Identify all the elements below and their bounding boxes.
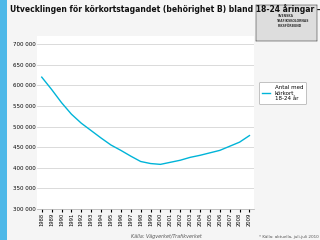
Antal med
körkort
18-24 år (218, 149, 222, 152)
Line: Antal med
körkort
18-24 år: Antal med körkort 18-24 år (42, 77, 250, 164)
Antal med
körkort
18-24 år (168, 161, 172, 164)
Antal med
körkort
18-24 år (198, 154, 202, 157)
Text: SVENSKA
TRAFIKSKOLORNAS
RIKSFÖRBUND: SVENSKA TRAFIKSKOLORNAS RIKSFÖRBUND (277, 14, 310, 28)
Antal med
körkort
18-24 år (188, 156, 192, 159)
Text: * Källa: aktuella, juli-juli 2010: * Källa: aktuella, juli-juli 2010 (259, 235, 318, 239)
Antal med
körkort
18-24 år (238, 141, 242, 144)
Antal med
körkort
18-24 år (89, 129, 93, 132)
Legend: Antal med
körkort
18-24 år: Antal med körkort 18-24 år (259, 82, 306, 104)
Antal med
körkort
18-24 år (50, 88, 53, 91)
Antal med
körkort
18-24 år (148, 162, 152, 165)
Antal med
körkort
18-24 år (158, 163, 162, 166)
Antal med
körkort
18-24 år (79, 122, 83, 125)
Antal med
körkort
18-24 år (139, 160, 143, 163)
Antal med
körkort
18-24 år (40, 76, 44, 78)
Antal med
körkort
18-24 år (99, 137, 103, 139)
Antal med
körkort
18-24 år (178, 159, 182, 162)
Antal med
körkort
18-24 år (208, 151, 212, 154)
Text: Utvecklingen för körkortstagandet (behörighet B) bland 18-24 åringar – antal.: Utvecklingen för körkortstagandet (behör… (10, 4, 320, 13)
Antal med
körkort
18-24 år (248, 134, 252, 137)
Antal med
körkort
18-24 år (119, 149, 123, 152)
Antal med
körkort
18-24 år (129, 155, 133, 158)
Antal med
körkort
18-24 år (60, 101, 63, 104)
Text: Källa: Vägverket/Trafikverket: Källa: Vägverket/Trafikverket (131, 234, 202, 239)
Antal med
körkort
18-24 år (228, 145, 232, 148)
Antal med
körkort
18-24 år (69, 113, 73, 116)
Antal med
körkort
18-24 år (109, 144, 113, 146)
